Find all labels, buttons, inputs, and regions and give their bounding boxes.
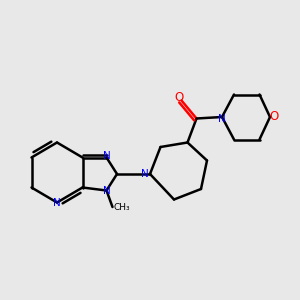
Text: N: N xyxy=(141,169,148,179)
Text: N: N xyxy=(103,151,111,161)
Text: N: N xyxy=(103,186,111,196)
Text: CH₃: CH₃ xyxy=(113,203,130,212)
Text: N: N xyxy=(218,113,225,124)
Text: O: O xyxy=(270,110,279,124)
Text: O: O xyxy=(175,91,184,104)
Text: N: N xyxy=(53,198,61,208)
